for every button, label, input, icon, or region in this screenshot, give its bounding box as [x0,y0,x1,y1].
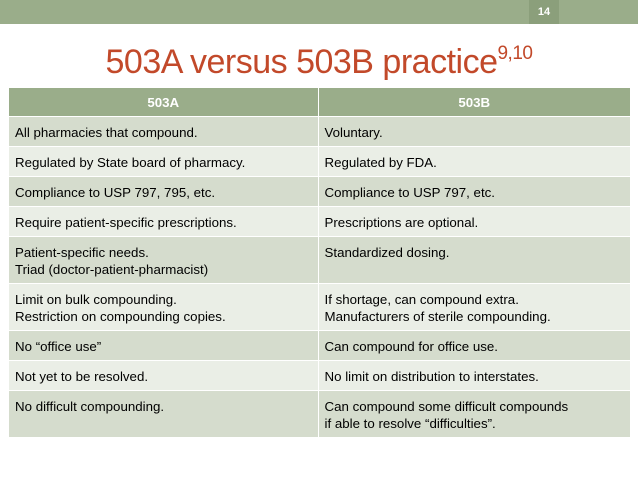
cell-503b: Standardized dosing. [317,236,630,284]
table-row: No difficult compounding. Can compound so… [9,390,630,437]
cell-text-line: Triad (doctor-patient-pharmacist) [15,262,209,277]
cell-text-line: Can compound for office use. [324,339,498,354]
cell-503a: Compliance to USP 797, 795, etc. [9,176,318,207]
cell-503b: Voluntary. [317,116,630,147]
cell-503b: Prescriptions are optional. [317,206,630,237]
cell-503b: Compliance to USP 797, etc. [317,176,630,207]
table-header-row: 503A 503B [9,88,630,117]
cell-text-line: Manufacturers of sterile compounding. [324,309,551,324]
cell-text-line: Require patient-specific prescriptions. [15,215,237,230]
cell-text-line: Standardized dosing. [324,245,450,260]
cell-text-line: if able to resolve “difficulties”. [324,416,496,431]
column-header-503b: 503B [317,88,630,117]
cell-503b: Can compound for office use. [317,330,630,361]
cell-503a: Limit on bulk compounding. Restriction on… [9,283,318,331]
cell-text-line: Voluntary. [324,125,383,140]
comparison-table: 503A 503B All pharmacies that compound. V… [9,88,630,437]
cell-503a: Regulated by State board of pharmacy. [9,146,318,177]
cell-text-line: Prescriptions are optional. [324,215,479,230]
cell-text-line: Regulated by State board of pharmacy. [15,155,246,170]
table-body: All pharmacies that compound. Voluntary. R… [9,116,630,437]
cell-503a: No “office use” [9,330,318,361]
cell-text-line: No “office use” [15,339,102,354]
cell-text-line: Can compound some difficult compounds [324,399,569,414]
cell-text-line: No difficult compounding. [15,399,165,414]
table-row: Limit on bulk compounding. Restriction on… [9,283,630,331]
cell-text-line: Limit on bulk compounding. [15,292,177,307]
cell-text-line: Patient-specific needs. [15,245,149,260]
page-number: 14 [529,0,559,24]
title-citation: 9,10 [497,43,533,64]
cell-text-line: Regulated by FDA. [324,155,437,170]
cell-text-line: Compliance to USP 797, 795, etc. [15,185,216,200]
cell-503a: Require patient-specific prescriptions. [9,206,318,237]
slide-title-text: 503A versus 503B practice [105,43,498,81]
table-row: Regulated by State board of pharmacy. Reg… [9,146,630,177]
cell-503a: Patient-specific needs. Triad (doctor-pat… [9,236,318,284]
cell-text-line: Restriction on compounding copies. [15,309,226,324]
cell-text-line: All pharmacies that compound. [15,125,198,140]
cell-503b: If shortage, can compound extra. Manufact… [317,283,630,331]
cell-text-line: If shortage, can compound extra. [324,292,519,307]
cell-503b: Regulated by FDA. [317,146,630,177]
column-header-503a: 503A [9,88,318,117]
table-row: Compliance to USP 797, 795, etc. Complian… [9,176,630,207]
cell-503a: Not yet to be resolved. [9,360,318,391]
table-row: Require patient-specific prescriptions. P… [9,206,630,237]
cell-503b: Can compound some difficult compounds if … [317,390,630,437]
cell-text-line: No limit on distribution to interstates. [324,369,539,384]
cell-503a: All pharmacies that compound. [9,116,318,147]
table-row: All pharmacies that compound. Voluntary. [9,116,630,147]
cell-text-line: Compliance to USP 797, etc. [324,185,496,200]
cell-503a: No difficult compounding. [9,390,318,437]
table-row: No “office use” Can compound for office u… [9,330,630,361]
cell-503b: No limit on distribution to interstates. [317,360,630,391]
cell-text-line: Not yet to be resolved. [15,369,149,384]
table-row: Patient-specific needs. Triad (doctor-pat… [9,236,630,284]
slide-title: 503A versus 503B practice9,10 [0,40,638,84]
table-row: Not yet to be resolved. No limit on distr… [9,360,630,391]
